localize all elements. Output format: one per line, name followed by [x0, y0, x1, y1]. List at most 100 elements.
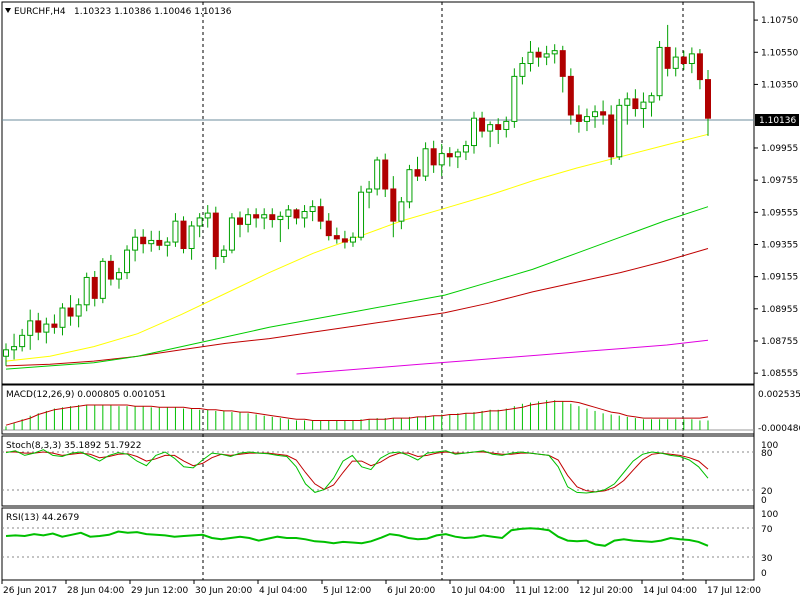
macd-label: MACD(12,26,9) 0.000805 0.001051: [6, 390, 166, 400]
bullish-candle: [59, 307, 66, 328]
bearish-candle: [253, 214, 260, 219]
time-tick-label: 12 Jul 20:00: [579, 586, 633, 596]
symbol-header: EURCHF,H4 1.10323 1.10386 1.10046 1.1013…: [5, 7, 232, 17]
bullish-candle: [115, 272, 122, 280]
bearish-candle: [140, 236, 147, 245]
time-tick-label: 11 Jul 12:00: [515, 586, 569, 596]
bearish-candle: [91, 276, 98, 299]
stoch-level-20: 20: [761, 487, 773, 497]
bullish-candle: [471, 117, 477, 147]
time-tick-label: 17 Jul 12:00: [707, 586, 761, 596]
bullish-candle: [301, 210, 308, 219]
time-tick-label: 10 Jul 04:00: [451, 586, 505, 596]
bullish-candle: [656, 46, 663, 97]
bearish-candle: [575, 114, 582, 122]
price-tick-label: 1.09555: [761, 208, 798, 218]
bullish-candle: [285, 209, 292, 217]
price-tick-label: 1.08955: [761, 305, 798, 315]
current-price-tag: 1.10136: [755, 114, 799, 126]
bearish-candle: [293, 209, 300, 219]
bullish-candle: [406, 169, 413, 203]
dropdown-triangle-icon[interactable]: [5, 8, 11, 13]
bullish-candle: [616, 104, 623, 158]
macd-scale-top: 0.002535: [758, 390, 800, 400]
bearish-candle: [341, 238, 348, 243]
bearish-candle: [414, 169, 421, 177]
rsi-levels: [2, 527, 754, 558]
bearish-candle: [479, 117, 486, 132]
stoch-level-0: 0: [761, 496, 767, 506]
bearish-candle: [180, 220, 187, 249]
rsi-line: [5, 527, 709, 547]
bullish-candle: [228, 217, 235, 251]
price-tick-label: 1.09355: [761, 240, 798, 250]
ma-mid-line: [5, 206, 709, 370]
bullish-candle: [43, 323, 50, 333]
bullish-candle: [309, 206, 316, 212]
bullish-candle: [277, 215, 284, 221]
bullish-candle: [132, 236, 139, 251]
rsi-level-100: 100: [761, 510, 778, 520]
bullish-candle: [164, 241, 171, 246]
rsi-level-0: 0: [761, 569, 767, 579]
bearish-candle: [495, 124, 502, 130]
bearish-candle: [390, 188, 397, 222]
price-tick-label: 1.08755: [761, 337, 798, 347]
bullish-candle: [11, 346, 18, 351]
bearish-candle: [430, 148, 437, 166]
bullish-candle: [204, 212, 211, 219]
ma-long-line: [296, 339, 709, 375]
bearish-candle: [156, 239, 163, 246]
bullish-candle: [438, 153, 445, 166]
macd-scale-bottom: -0.000486: [758, 424, 800, 434]
stoch-label: Stoch(8,3,3) 35.1892 51.7922: [6, 441, 141, 451]
time-tick-label: 6 Jul 20:00: [387, 586, 436, 596]
bullish-candle: [422, 148, 429, 177]
rsi-label: RSI(13) 44.2679: [6, 513, 79, 523]
price-tick-label: 1.10350: [761, 80, 798, 90]
bearish-candle: [325, 220, 332, 237]
stoch-level-100: 100: [761, 441, 778, 451]
stochastic-indicator: [5, 449, 709, 494]
price-tick-label: 1.10550: [761, 48, 798, 58]
candlesticks: [3, 24, 711, 366]
bullish-candle: [148, 239, 155, 245]
price-tick-label: 1.08555: [761, 369, 798, 379]
bullish-candle: [592, 111, 599, 118]
bearish-candle: [382, 159, 389, 190]
ma-slow-line: [5, 248, 709, 367]
rsi-indicator: [5, 527, 709, 547]
bearish-candle: [600, 111, 607, 116]
bullish-candle: [648, 95, 655, 103]
moving-averages: [5, 133, 709, 375]
bullish-candle: [398, 201, 405, 222]
bullish-candle: [349, 236, 356, 243]
bullish-candle: [503, 120, 510, 130]
bullish-candle: [172, 220, 179, 243]
current-price-value: 1.10136: [759, 116, 796, 126]
bearish-candle: [237, 217, 243, 225]
time-tick-label: 28 Jun 04:00: [67, 586, 124, 596]
bullish-candle: [527, 51, 534, 65]
bearish-candle: [567, 75, 574, 116]
bullish-candle: [83, 276, 90, 306]
bullish-candle: [75, 304, 82, 317]
price-tick-label: 1.09155: [761, 273, 798, 283]
bullish-candle: [188, 225, 195, 249]
rsi-level-70: 70: [761, 525, 773, 535]
bullish-candle: [672, 56, 679, 69]
bullish-candle: [261, 214, 268, 219]
bearish-candle: [705, 79, 711, 119]
bearish-candle: [535, 51, 542, 58]
time-tick-label: 29 Jun 12:00: [131, 586, 188, 596]
bullish-candle: [374, 159, 381, 190]
bearish-candle: [107, 260, 114, 280]
rsi-level-30: 30: [761, 554, 773, 564]
bearish-candle: [446, 153, 453, 158]
bullish-candle: [366, 188, 373, 193]
bullish-candle: [487, 124, 494, 132]
bullish-candle: [27, 320, 34, 336]
bullish-candle: [196, 217, 203, 227]
